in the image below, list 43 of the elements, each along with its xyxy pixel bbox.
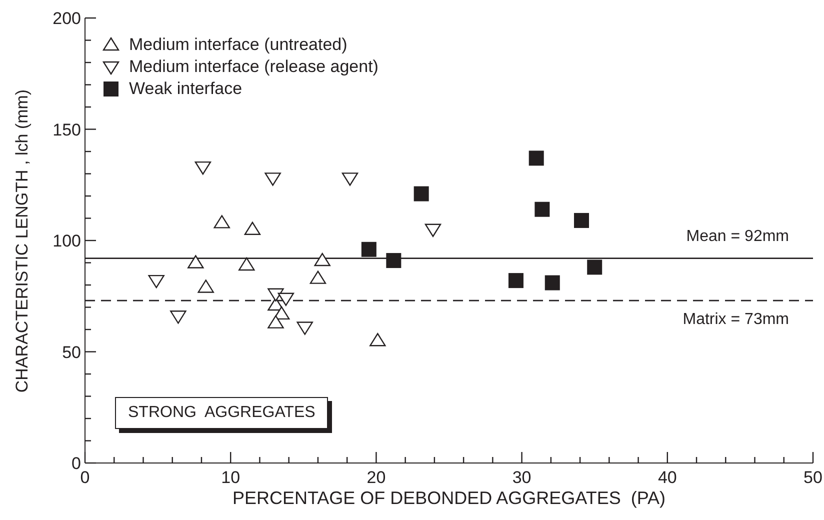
point xyxy=(361,242,376,257)
x-tick-label: 10 xyxy=(221,468,240,487)
point xyxy=(544,275,560,290)
point xyxy=(414,186,429,202)
point xyxy=(244,222,261,235)
y-tick-label: 50 xyxy=(62,342,81,362)
x-tick-label: 50 xyxy=(804,468,822,487)
x-tick-label: 20 xyxy=(366,468,386,487)
y-tick-label: 200 xyxy=(52,9,81,28)
point xyxy=(574,212,589,228)
point xyxy=(424,224,442,237)
point xyxy=(214,215,230,228)
point xyxy=(238,257,255,271)
point xyxy=(528,150,544,166)
ref-line-label: Matrix = 73mm xyxy=(682,310,789,329)
y-tick-label: 0 xyxy=(72,454,81,473)
x-tick-label: 40 xyxy=(658,468,677,487)
legend-label: Medium interface (untreated) xyxy=(129,34,348,56)
y-tick-label: 150 xyxy=(52,120,81,140)
point xyxy=(188,255,204,268)
point xyxy=(386,253,402,268)
point xyxy=(310,270,326,284)
point xyxy=(268,288,284,302)
point xyxy=(264,172,281,186)
point xyxy=(342,172,358,186)
y-axis-title: CHARACTERISTIC LENGTH , lch (mm) xyxy=(11,88,32,394)
legend-label: Weak interface xyxy=(129,78,242,100)
point xyxy=(587,260,602,275)
legend-label: Medium interface (release agent) xyxy=(129,56,378,78)
point xyxy=(314,252,330,266)
point xyxy=(194,161,212,175)
point xyxy=(198,280,214,293)
point xyxy=(268,315,284,328)
x-tick-label: 30 xyxy=(512,468,532,487)
point xyxy=(370,333,386,346)
point xyxy=(273,306,290,320)
point xyxy=(508,273,524,288)
point xyxy=(278,292,294,306)
point xyxy=(534,202,550,217)
ref-line-label: Mean = 92mm xyxy=(686,228,789,246)
point xyxy=(148,274,164,288)
y-tick-label: 100 xyxy=(52,232,81,250)
x-axis-title: PERCENTAGE OF DEBONDED AGGREGATES (PA) xyxy=(231,487,667,509)
